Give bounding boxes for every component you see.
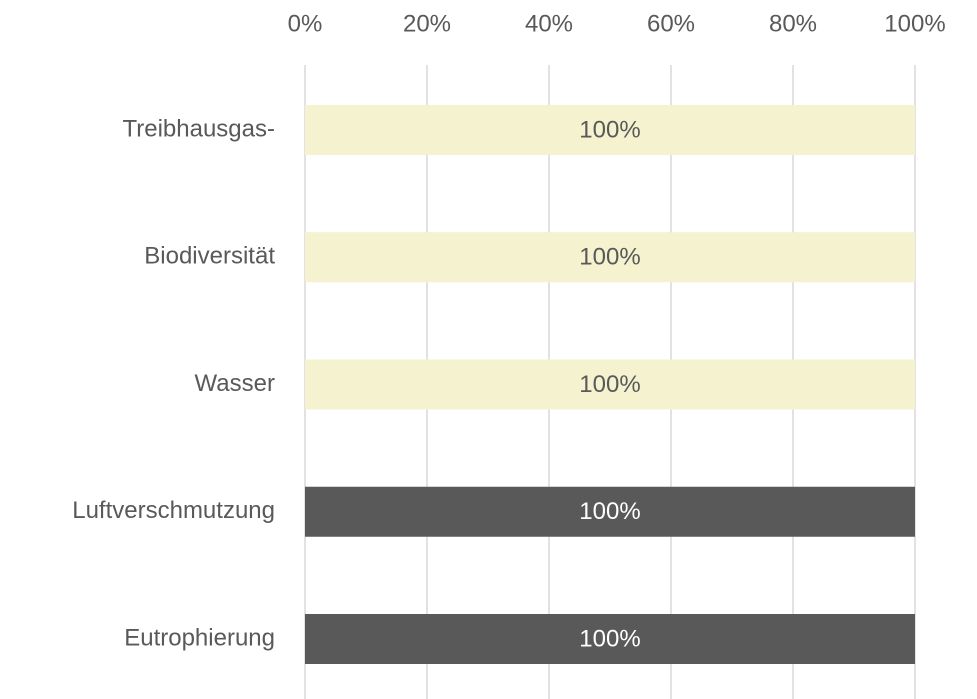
bar bbox=[305, 614, 915, 664]
bar bbox=[305, 105, 915, 155]
x-tick-label: 100% bbox=[884, 10, 945, 37]
data-label: 100% bbox=[579, 498, 640, 525]
y-tick-label: Luftverschmutzung bbox=[72, 497, 275, 524]
x-tick-label: 0% bbox=[288, 10, 323, 37]
y-tick-label: Wasser bbox=[195, 370, 275, 397]
x-tick-label: 40% bbox=[525, 10, 573, 37]
y-tick-label: Biodiversität bbox=[144, 243, 275, 270]
y-tick-label: Eutrophierung bbox=[124, 624, 275, 651]
data-label: 100% bbox=[579, 116, 640, 143]
data-label: 100% bbox=[579, 244, 640, 271]
bar bbox=[305, 359, 915, 410]
y-tick-label: Treibhausgas- bbox=[122, 115, 275, 142]
bar bbox=[305, 232, 915, 283]
bar bbox=[305, 486, 915, 537]
x-tick-label: 20% bbox=[403, 10, 451, 37]
data-label: 100% bbox=[579, 371, 640, 398]
x-tick-label: 80% bbox=[769, 10, 817, 37]
data-label: 100% bbox=[579, 625, 640, 652]
x-tick-label: 60% bbox=[647, 10, 695, 37]
